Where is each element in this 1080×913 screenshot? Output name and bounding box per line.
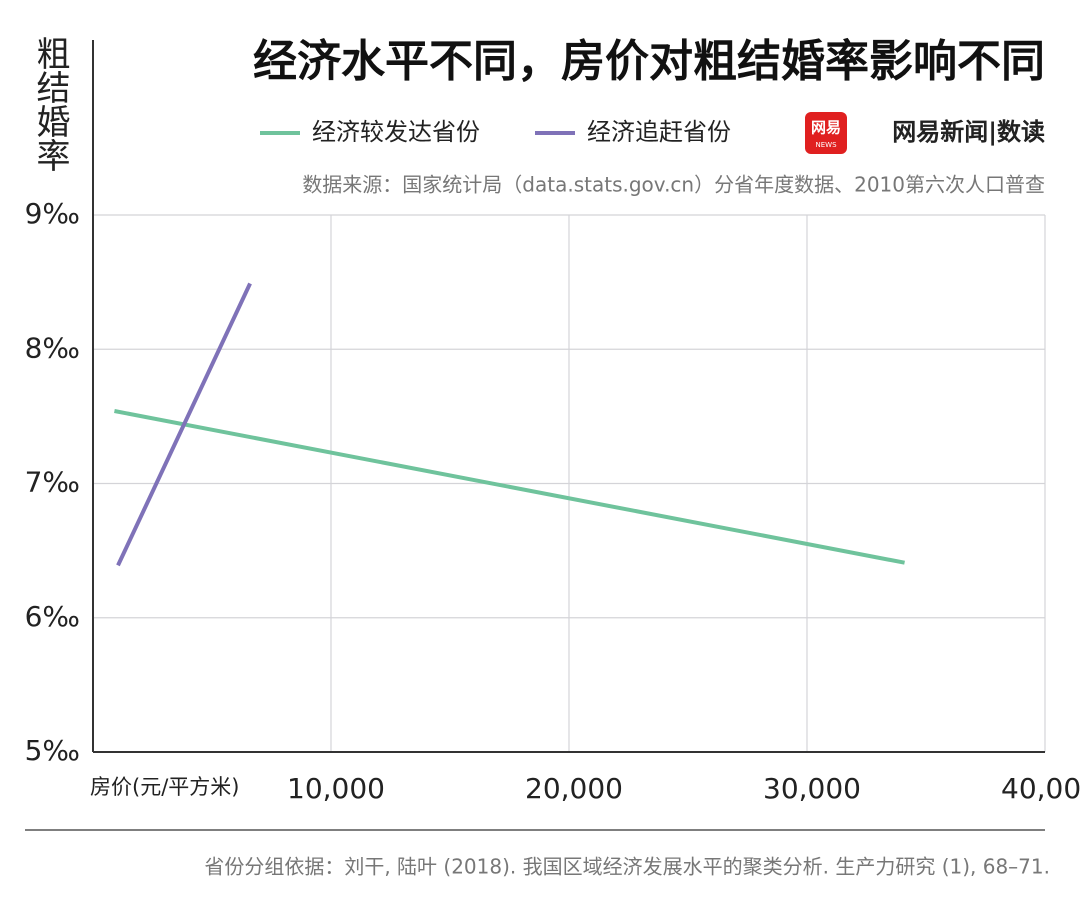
series-line (116, 282, 252, 567)
logo-text: 网易 (811, 119, 841, 137)
source: 数据来源：国家统计局（data.stats.gov.cn）分省年度数据、2010… (302, 173, 1045, 197)
legend-label: 经济追赶省份 (587, 118, 731, 146)
logo-sub: NEWS (815, 141, 837, 149)
x-tick-label: 30,000 (763, 772, 861, 805)
x-tick-label: 20,000 (525, 772, 623, 805)
series-line (114, 409, 905, 565)
y-axis-label: 粗结婚率 (30, 36, 70, 172)
legend-label: 经济较发达省份 (312, 118, 480, 146)
x-tick-label: 10,000 (287, 772, 385, 805)
y-tick-label: 9‰ (25, 197, 80, 230)
logo-box (805, 112, 847, 154)
footnote: 省份分组依据：刘干, 陆叶 (2018). 我国区域经济发展水平的聚类分析. 生… (204, 855, 1050, 879)
x-tick-label: 40,000 (1001, 772, 1080, 805)
x-axis-label: 房价(元/平方米) (90, 775, 239, 799)
y-tick-label: 5‰ (25, 734, 80, 767)
chart-title: 经济水平不同，房价对粗结婚率影响不同 (253, 36, 1045, 87)
y-tick-label: 6‰ (25, 600, 80, 633)
y-tick-label: 8‰ (25, 331, 80, 364)
brand: 网易新闻|数读 (892, 118, 1045, 146)
y-tick-label: 7‰ (25, 466, 80, 499)
